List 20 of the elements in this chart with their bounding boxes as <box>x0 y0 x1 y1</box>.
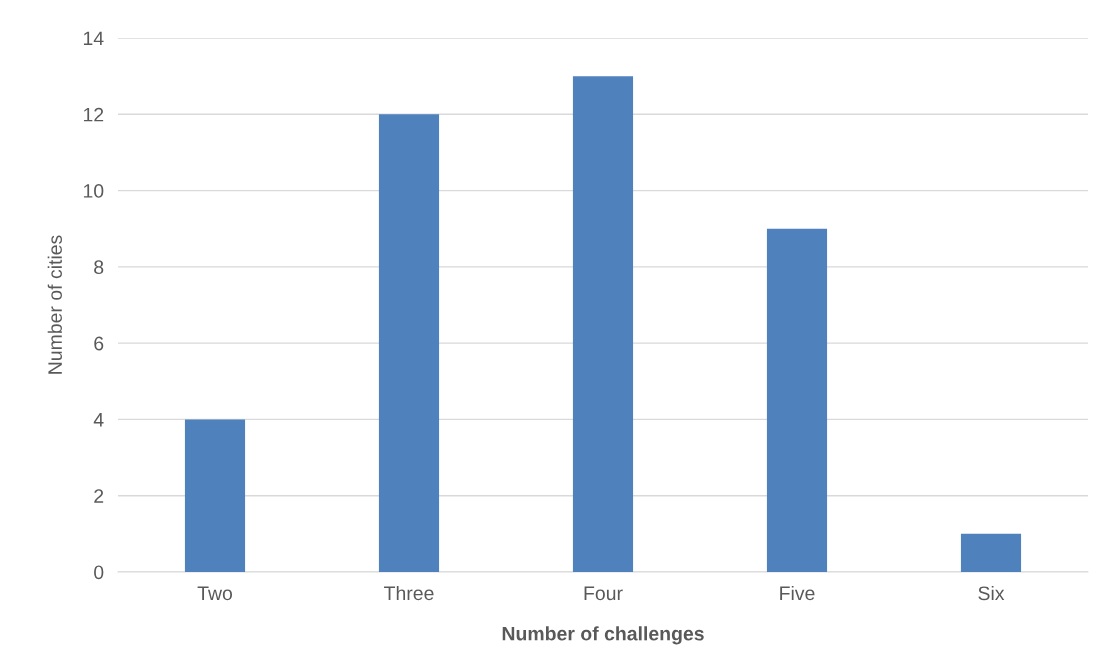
y-tick-label: 0 <box>94 565 104 580</box>
y-tick-label: 6 <box>94 336 104 351</box>
y-tick-label: 10 <box>83 184 104 198</box>
x-tick-label: Two <box>197 586 233 601</box>
bar <box>184 419 246 572</box>
bar <box>572 76 634 572</box>
y-tick-label: 8 <box>94 260 104 275</box>
x-tick-label: Four <box>584 586 623 601</box>
y-tick-label: 12 <box>83 107 104 122</box>
y-tick-label: 4 <box>93 413 104 427</box>
x-axis-title: Number of challenges <box>502 626 704 645</box>
bar <box>378 114 440 572</box>
y-axis-title: Number of cities <box>47 235 62 374</box>
bar <box>960 533 1022 572</box>
bar <box>766 228 828 572</box>
y-tick-label: 2 <box>94 489 104 503</box>
x-tick-label: Six <box>978 585 1005 601</box>
y-tick-label: 14 <box>83 31 104 46</box>
x-tick-label: Three <box>384 585 434 601</box>
x-tick-label: Five <box>780 585 815 601</box>
